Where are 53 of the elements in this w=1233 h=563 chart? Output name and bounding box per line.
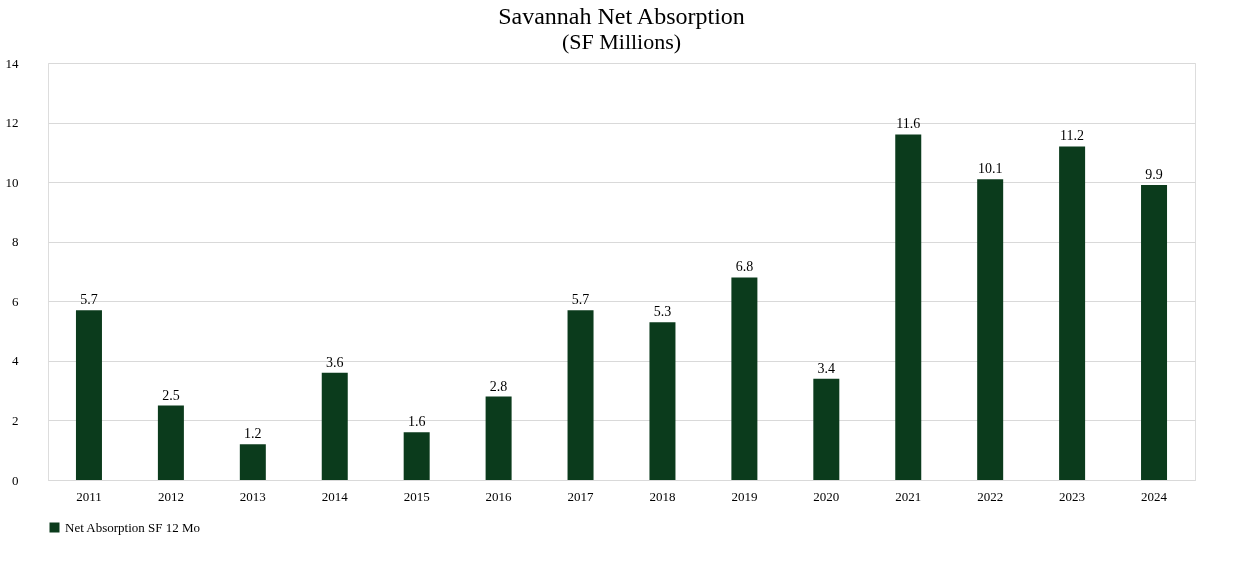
x-tick-label: 2017 (567, 488, 595, 504)
bar (403, 432, 430, 480)
y-tick-label: 14 (5, 55, 19, 71)
y-tick-label: 4 (12, 353, 19, 369)
bar (731, 277, 758, 480)
y-tick-label: 2 (12, 412, 19, 428)
data-label: 5.7 (571, 292, 590, 308)
bar (649, 322, 676, 480)
data-label: 5.3 (653, 304, 672, 320)
data-label: 3.6 (326, 354, 344, 370)
data-label: 2.5 (162, 387, 180, 403)
bar (485, 396, 512, 480)
y-tick-label: 12 (5, 115, 19, 131)
data-label: 11.6 (896, 116, 921, 132)
data-label: 5.7 (80, 292, 98, 308)
bar (157, 405, 184, 480)
bar (977, 179, 1004, 480)
x-tick-label: 2019 (731, 488, 758, 504)
data-label: 1.2 (244, 426, 262, 442)
x-tick-label: 2023 (1059, 488, 1086, 504)
data-label: 2.8 (489, 378, 508, 394)
bar (813, 378, 840, 480)
bar (567, 310, 594, 480)
bar (895, 134, 922, 480)
data-label: 11.2 (1060, 128, 1085, 144)
x-tick-label: 2022 (977, 488, 1004, 504)
x-tick-label: 2014 (321, 488, 349, 504)
y-tick-label: 6 (12, 293, 19, 309)
x-tick-label: 2024 (1141, 488, 1168, 504)
bar (321, 372, 348, 480)
bar (1141, 185, 1168, 480)
data-label: 3.4 (817, 360, 836, 376)
chart-subtitle: (SF Millions) (561, 29, 682, 54)
y-tick-label: 10 (5, 174, 19, 190)
x-tick-label: 2012 (157, 488, 184, 504)
x-tick-label: 2021 (895, 488, 922, 504)
x-tick-label: 2015 (403, 488, 430, 504)
data-label: 9.9 (1145, 167, 1163, 183)
bar (239, 444, 266, 480)
y-tick-label: 8 (12, 234, 19, 250)
y-tick-label: 0 (12, 472, 19, 488)
x-tick-label: 2020 (813, 488, 840, 504)
data-label: 1.6 (407, 414, 426, 430)
data-label: 6.8 (735, 259, 754, 275)
legend-label: Net Absorption SF 12 Mo (65, 519, 201, 535)
x-tick-label: 2018 (649, 488, 676, 504)
bar (1059, 146, 1086, 480)
x-tick-label: 2013 (239, 488, 266, 504)
data-label: 10.1 (977, 161, 1003, 177)
x-tick-label: 2011 (76, 488, 102, 504)
chart-title: Savannah Net Absorption (498, 3, 745, 29)
bar (75, 310, 102, 480)
x-tick-label: 2016 (485, 488, 513, 504)
